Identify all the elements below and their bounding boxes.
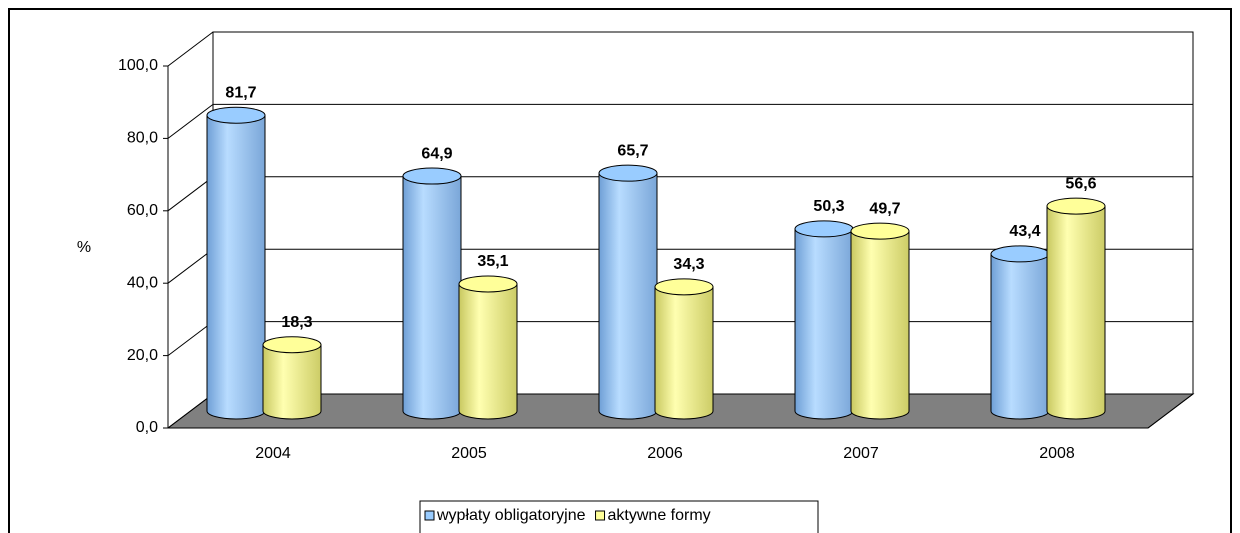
bar-top bbox=[262, 336, 322, 354]
bar bbox=[990, 253, 1050, 420]
legend-box bbox=[419, 500, 819, 533]
value-label: 64,9 bbox=[421, 145, 452, 162]
bar-top bbox=[654, 278, 714, 296]
bar bbox=[654, 286, 714, 420]
legend-label: wypłaty obligatoryjne bbox=[436, 507, 586, 524]
value-label: 18,3 bbox=[281, 314, 312, 331]
bar-top bbox=[598, 164, 658, 182]
side-grid-line bbox=[167, 393, 214, 429]
bar-top bbox=[990, 245, 1050, 263]
side-grid-line bbox=[167, 104, 214, 139]
y-tick-label: 100,0 bbox=[118, 57, 158, 74]
bar-top bbox=[1046, 197, 1106, 215]
bar bbox=[598, 172, 658, 420]
x-tick-label: 2006 bbox=[647, 445, 683, 462]
value-label: 43,4 bbox=[1009, 223, 1040, 240]
legend-swatch bbox=[424, 510, 435, 521]
bar bbox=[206, 114, 266, 420]
legend-swatch bbox=[595, 510, 606, 521]
floor-edge bbox=[1147, 393, 1194, 429]
bar bbox=[850, 230, 910, 420]
value-label: 35,1 bbox=[477, 253, 508, 270]
value-label: 81,7 bbox=[225, 84, 256, 101]
legend-label: aktywne formy bbox=[608, 507, 711, 524]
value-label: 56,6 bbox=[1065, 175, 1096, 192]
bar bbox=[402, 175, 462, 420]
bar bbox=[1046, 205, 1106, 420]
bar-top bbox=[402, 167, 462, 185]
side-grid-line bbox=[167, 176, 214, 212]
value-label: 49,7 bbox=[869, 200, 900, 217]
bar bbox=[262, 344, 322, 420]
x-tick-label: 2007 bbox=[843, 445, 879, 462]
side-grid-line bbox=[167, 321, 214, 356]
x-tick-label: 2005 bbox=[451, 445, 487, 462]
y-axis-label: % bbox=[77, 239, 91, 256]
x-tick-label: 2004 bbox=[255, 445, 291, 462]
bar-top bbox=[206, 106, 266, 124]
value-label: 34,3 bbox=[673, 256, 704, 273]
y-tick-label: 60,0 bbox=[127, 202, 158, 219]
side-grid-line bbox=[167, 31, 214, 67]
bar-top bbox=[850, 222, 910, 240]
frame bbox=[8, 8, 1232, 533]
value-label: 50,3 bbox=[813, 198, 844, 215]
y-tick-label: 0,0 bbox=[136, 419, 158, 436]
bar bbox=[794, 228, 854, 420]
bar-top bbox=[458, 275, 518, 293]
y-tick-label: 40,0 bbox=[127, 274, 158, 291]
bar bbox=[458, 283, 518, 420]
side-grid-line bbox=[167, 248, 214, 284]
value-label: 65,7 bbox=[617, 142, 648, 159]
y-tick-label: 80,0 bbox=[127, 130, 158, 147]
x-tick-label: 2008 bbox=[1039, 445, 1075, 462]
y-tick-label: 20,0 bbox=[127, 347, 158, 364]
bar-top bbox=[794, 220, 854, 238]
